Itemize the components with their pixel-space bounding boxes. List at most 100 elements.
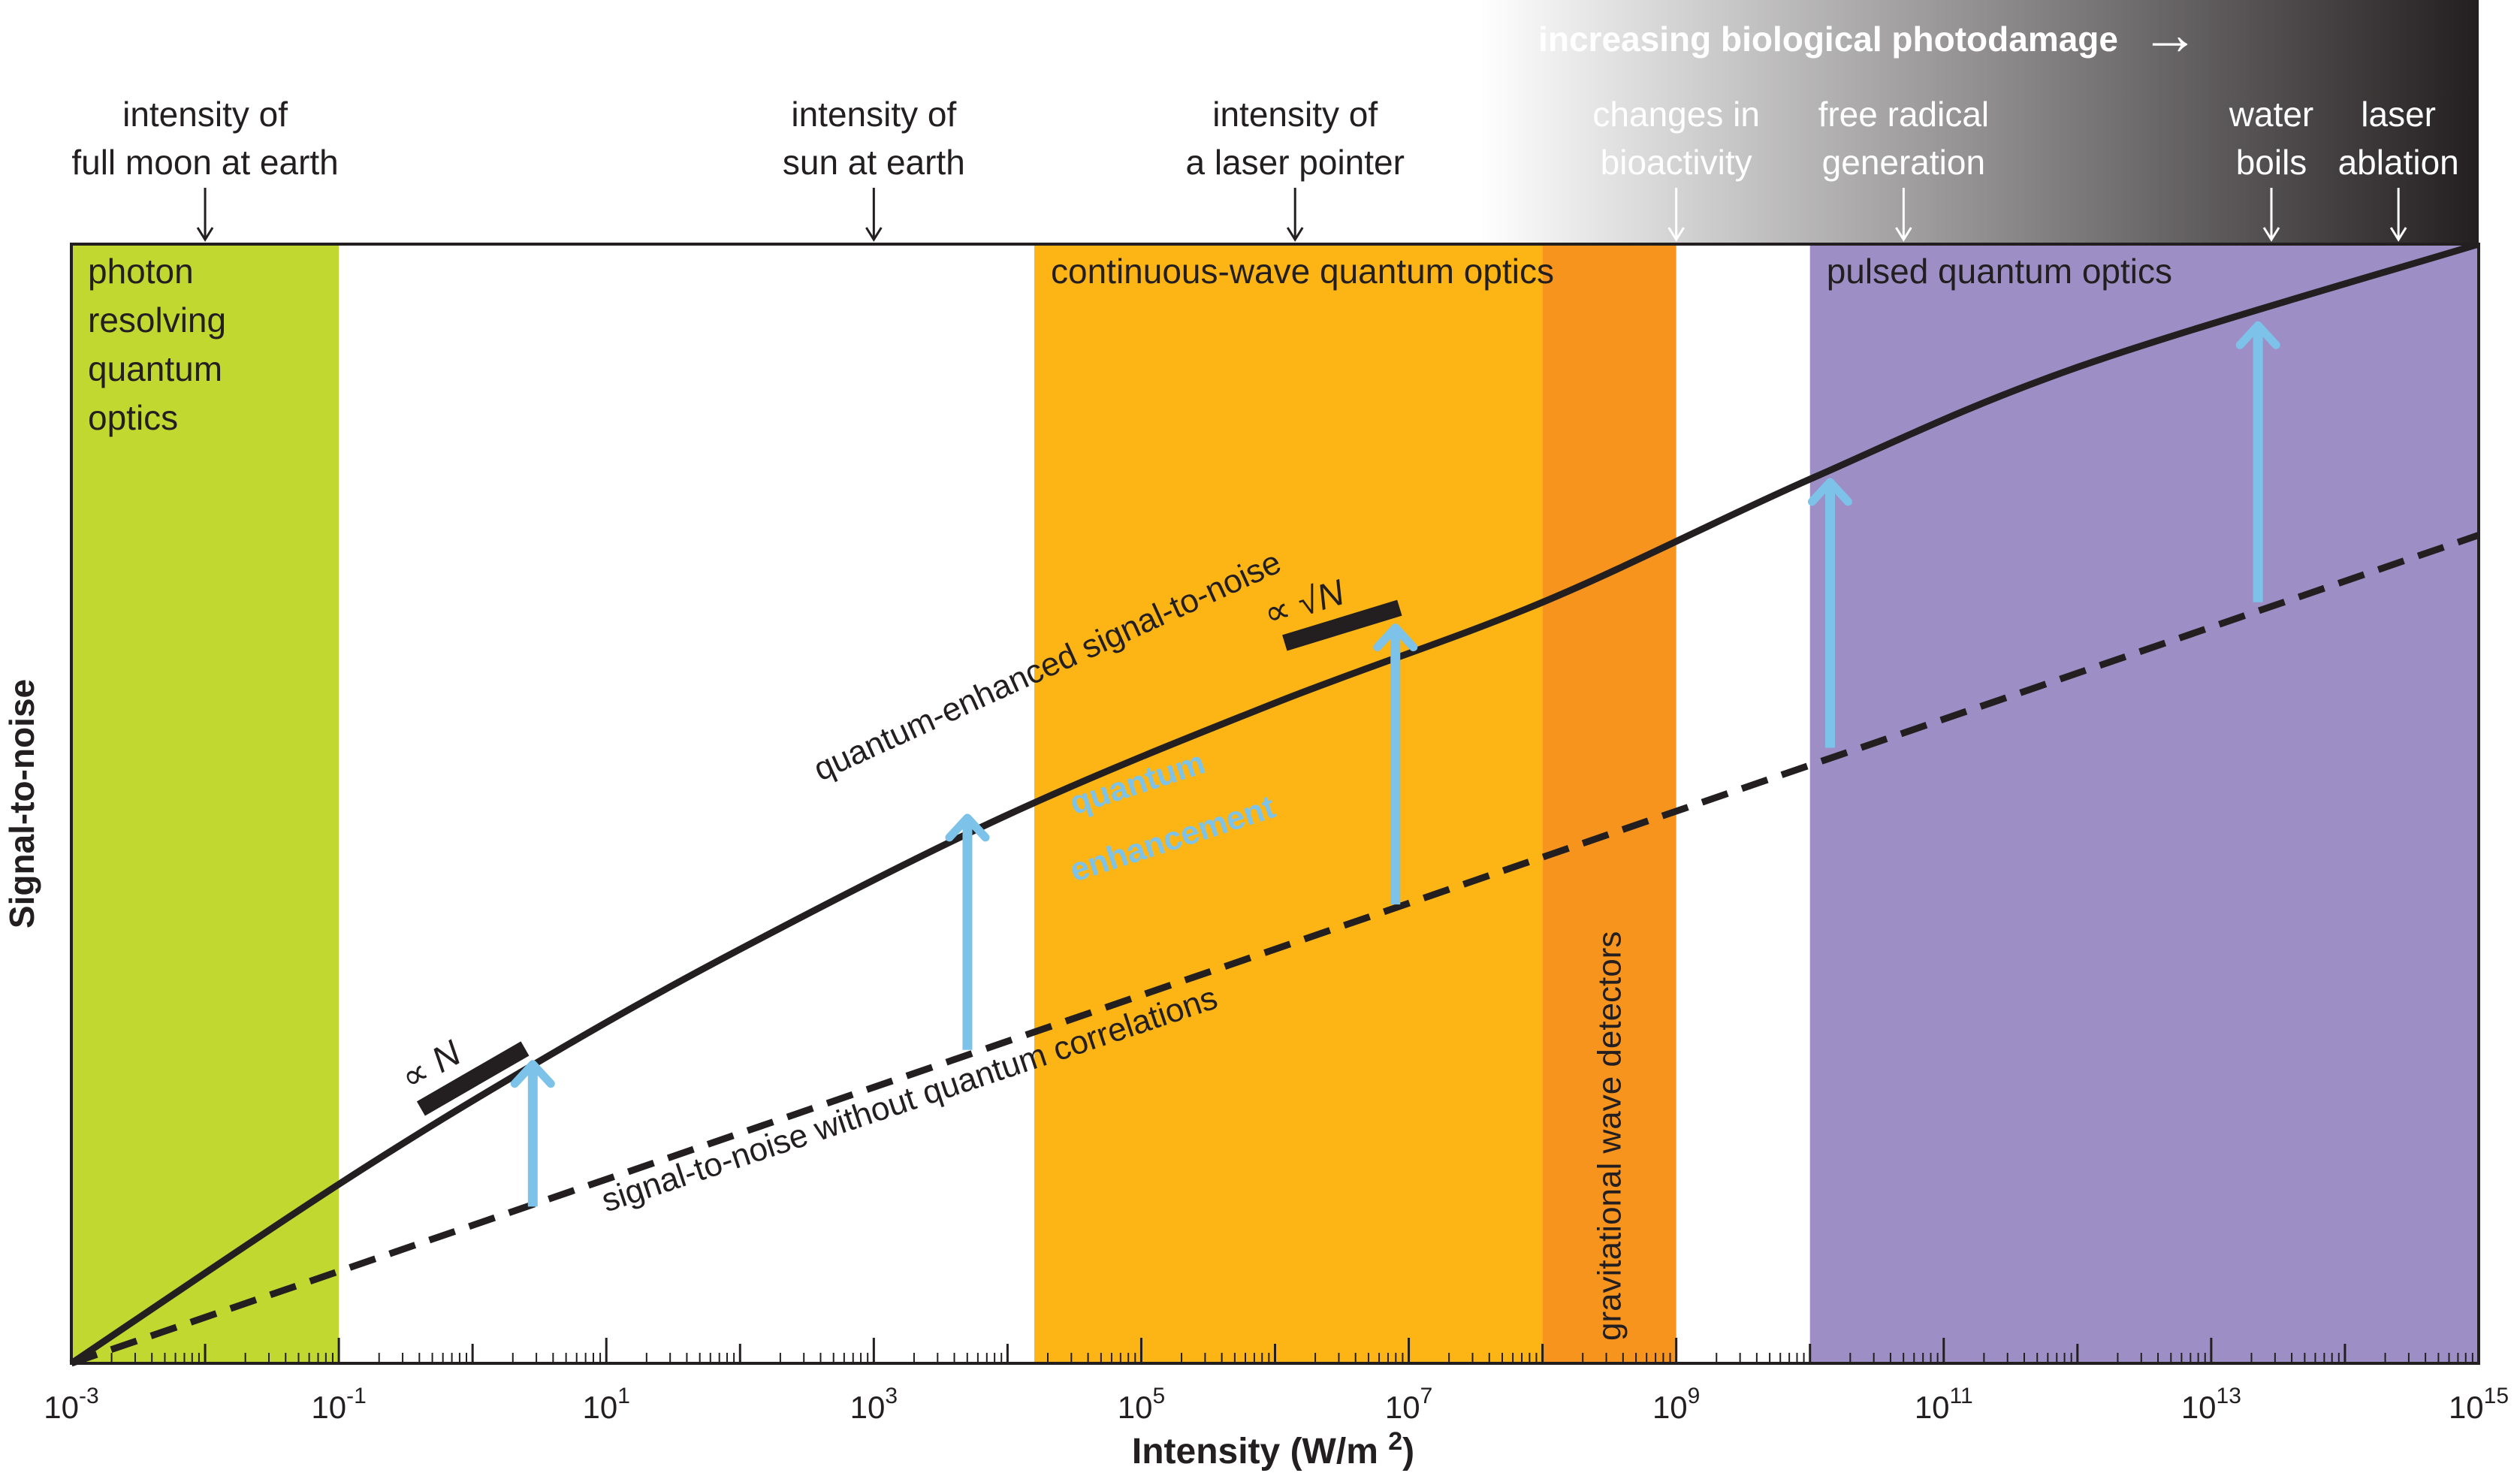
series-line-quantum-enhanced-signal-to-noise bbox=[69, 240, 2480, 1366]
photodamage-gradient-band bbox=[1345, 0, 2479, 244]
x-tick-base: 10 bbox=[850, 1390, 886, 1425]
annotation-intensity-of-a-laser-pointer: intensity of a laser pointer bbox=[1185, 95, 1405, 242]
annotation-label-line: laser bbox=[2361, 95, 2436, 134]
annotation-laser-ablation: laser ablation bbox=[2338, 95, 2459, 242]
x-tick-exponent: 5 bbox=[1152, 1384, 1165, 1408]
annotation-label-line: ablation bbox=[2338, 143, 2459, 182]
region-label-photon-resolving-quantum-optics: photon resolving quantum optics bbox=[88, 252, 226, 437]
x-ticks-layer: 10-3 10-1 101 103 105 107 109 1011 1013 1015 bbox=[44, 1338, 2509, 1425]
annotation-label-line: intensity of bbox=[122, 95, 288, 134]
annotation-label-line: intensity of bbox=[1212, 95, 1378, 134]
enhancement-arrow bbox=[945, 813, 990, 1050]
x-tick-label: 1015 bbox=[2449, 1384, 2509, 1425]
photodamage-banner-arrow-icon: → bbox=[2141, 1, 2199, 67]
enhancement-arrow-head bbox=[1373, 623, 1418, 652]
x-tick-base: 10 bbox=[2449, 1390, 2484, 1425]
annotation-label: laser ablation bbox=[2338, 95, 2459, 182]
series-lines-layer bbox=[69, 240, 2480, 1367]
region-photon-resolving-quantum-optics bbox=[71, 244, 340, 1363]
annotation-label-line: water bbox=[2229, 95, 2313, 134]
annotation-label: intensity of sun at earth bbox=[783, 95, 965, 182]
enhancement-arrow bbox=[1373, 623, 1418, 905]
scaling-marker-bar bbox=[1282, 599, 1402, 651]
down-arrow-icon bbox=[1667, 227, 1685, 242]
annotation-label-line: free radical bbox=[1818, 95, 1990, 134]
region-label-line: resolving bbox=[88, 300, 226, 340]
region-label-line: photon bbox=[88, 252, 194, 291]
down-arrow-icon bbox=[865, 227, 883, 242]
enhancement-arrow-head bbox=[945, 813, 990, 842]
x-tick-label: 10-1 bbox=[311, 1384, 366, 1425]
x-tick-base: 10 bbox=[1915, 1390, 1950, 1425]
x-tick-base: 10 bbox=[1118, 1390, 1153, 1425]
down-arrow-icon bbox=[2389, 227, 2407, 242]
x-axis-label: Intensity (W/m 2) bbox=[1132, 1427, 1414, 1471]
annotation-label-line: changes in bbox=[1592, 95, 1760, 134]
region-label-line: pulsed quantum optics bbox=[1827, 252, 2172, 291]
region-label-gravitational-wave-detectors: gravitational wave detectors bbox=[1592, 931, 1628, 1341]
annotation-label-line: bioactivity bbox=[1601, 143, 1752, 182]
annotation-label: intensity of full moon at earth bbox=[71, 95, 338, 182]
annotation-label-line: boils bbox=[2236, 143, 2307, 182]
x-tick-label: 103 bbox=[850, 1384, 898, 1425]
x-tick-base: 10 bbox=[2181, 1390, 2217, 1425]
enhancement-arrow bbox=[510, 1060, 555, 1207]
scaling-marker: ∝ N bbox=[394, 1033, 530, 1116]
x-tick-base: 10 bbox=[1385, 1390, 1420, 1425]
enhancement-arrow-head bbox=[2235, 321, 2280, 349]
scaling-marker-bar bbox=[416, 1041, 530, 1116]
x-tick-exponent: 3 bbox=[885, 1384, 898, 1408]
x-axis-label-superscript: 2 bbox=[1388, 1427, 1402, 1456]
x-tick-base: 10 bbox=[44, 1390, 79, 1425]
region-gravitational-wave-detectors bbox=[1542, 244, 1676, 1363]
region-label-line: quantum bbox=[88, 349, 222, 388]
series-line-signal-to-noise-without-quantum-correlations bbox=[70, 532, 2480, 1367]
enhancement-arrow-head bbox=[1807, 478, 1852, 506]
x-tick-label: 105 bbox=[1118, 1384, 1165, 1425]
x-tick-exponent: -1 bbox=[346, 1384, 367, 1408]
x-tick-base: 10 bbox=[311, 1390, 346, 1425]
x-tick-label: 10-3 bbox=[44, 1384, 98, 1425]
annotation-label: free radical generation bbox=[1818, 95, 1990, 182]
x-tick-label: 109 bbox=[1652, 1384, 1700, 1425]
x-tick-label: 107 bbox=[1385, 1384, 1432, 1425]
region-label-continuous-wave-quantum-optics: continuous-wave quantum optics bbox=[1051, 252, 1554, 291]
intensity-annotations-layer: intensity of full moon at earthintensity … bbox=[71, 95, 2459, 242]
x-tick-exponent: 9 bbox=[1688, 1384, 1701, 1408]
region-label-line: optics bbox=[88, 398, 178, 437]
annotation-label-line: intensity of bbox=[791, 95, 956, 134]
enhancement-arrow-head bbox=[510, 1060, 555, 1088]
x-tick-exponent: 11 bbox=[1950, 1384, 1973, 1408]
y-axis-label: Signal-to-noise bbox=[2, 679, 41, 928]
annotation-changes-in-bioactivity: changes in bioactivity bbox=[1592, 95, 1760, 242]
annotation-label: changes in bioactivity bbox=[1592, 95, 1760, 182]
enhancement-arrow bbox=[2235, 321, 2280, 602]
down-arrow-icon bbox=[1895, 227, 1912, 242]
x-tick-label: 101 bbox=[583, 1384, 630, 1425]
annotation-label-line: a laser pointer bbox=[1185, 143, 1405, 182]
x-tick-label: 1013 bbox=[2181, 1384, 2241, 1425]
photodamage-banner-label: increasing biological photodamage bbox=[1538, 20, 2118, 59]
enhancement-arrows-layer bbox=[510, 321, 2280, 1207]
x-tick-base: 10 bbox=[583, 1390, 618, 1425]
annotation-label: water boils bbox=[2229, 95, 2313, 182]
region-pulsed-quantum-optics bbox=[1809, 244, 2479, 1363]
x-tick-exponent: 7 bbox=[1420, 1384, 1433, 1408]
regions-layer bbox=[71, 244, 2479, 1363]
region-label-pulsed-quantum-optics: pulsed quantum optics bbox=[1827, 252, 2172, 291]
down-arrow-icon bbox=[1286, 227, 1304, 242]
enhancement-arrow bbox=[1807, 478, 1852, 748]
annotation-free-radical-generation: free radical generation bbox=[1818, 95, 1990, 242]
annotation-label-line: sun at earth bbox=[783, 143, 965, 182]
x-tick-exponent: 1 bbox=[617, 1384, 630, 1408]
x-tick-base: 10 bbox=[1652, 1390, 1688, 1425]
x-tick-exponent: 13 bbox=[2217, 1384, 2241, 1408]
annotation-label-line: full moon at earth bbox=[71, 143, 338, 182]
x-tick-exponent: -3 bbox=[79, 1384, 99, 1408]
down-arrow-icon bbox=[196, 227, 214, 242]
annotation-intensity-of-full-moon-at-earth: intensity of full moon at earth bbox=[71, 95, 339, 242]
region-continuous-wave-quantum-optics bbox=[1034, 244, 1543, 1363]
annotation-label: intensity of a laser pointer bbox=[1185, 95, 1405, 182]
annotation-intensity-of-sun-at-earth: intensity of sun at earth bbox=[783, 95, 965, 242]
